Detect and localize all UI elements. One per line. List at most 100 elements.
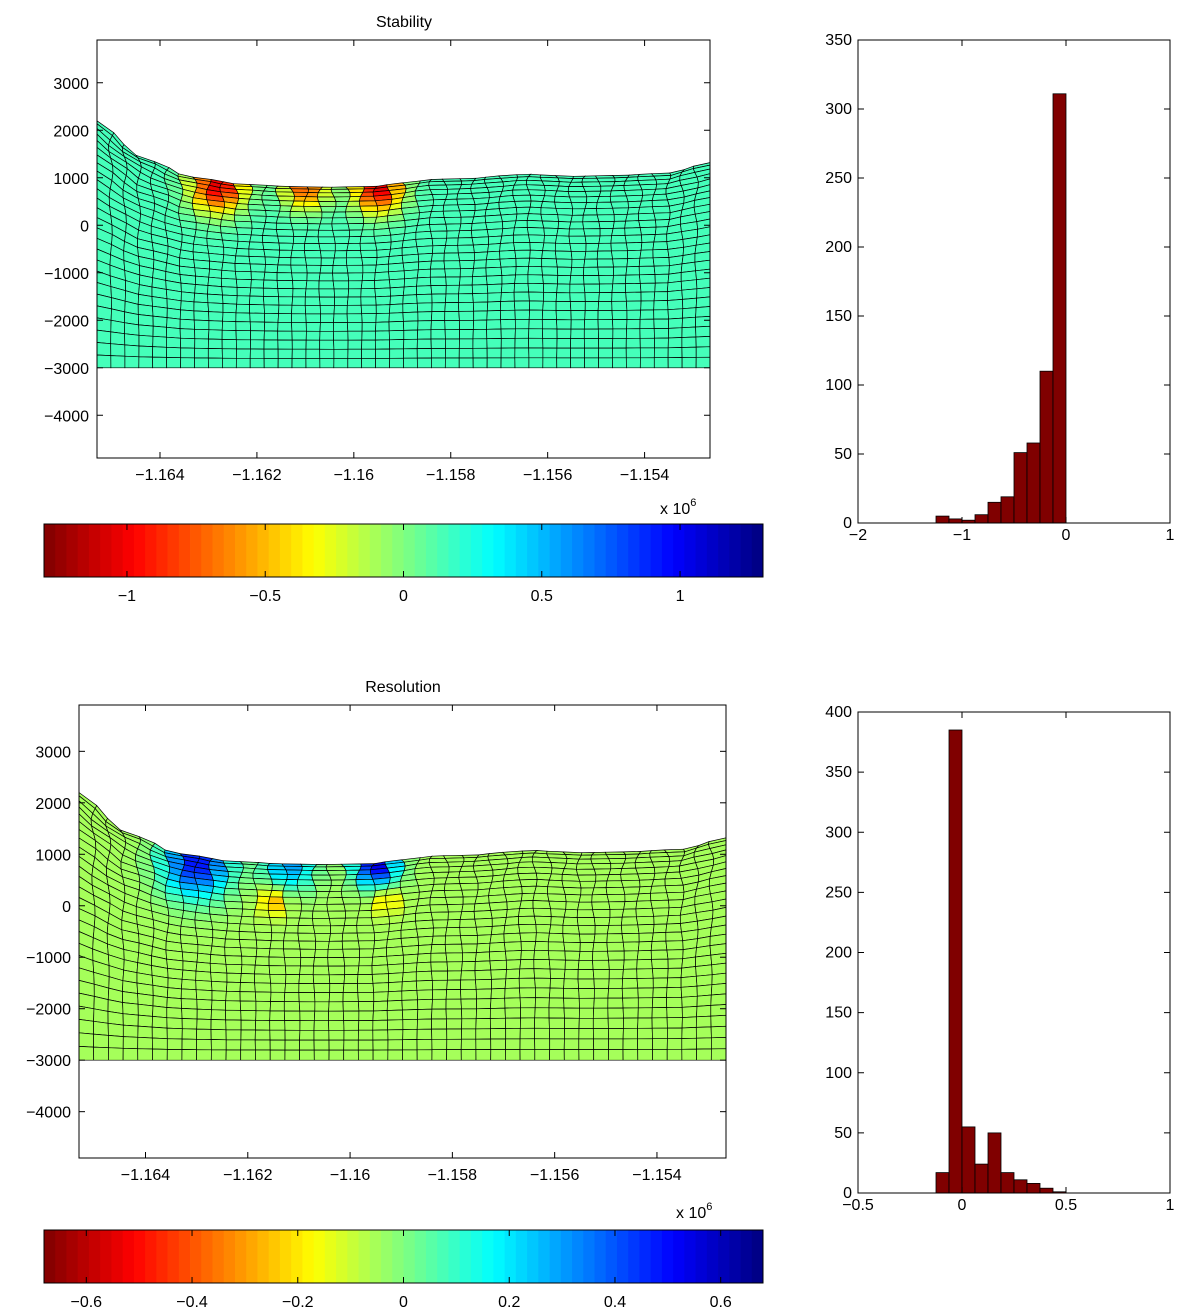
resolution-mesh-cell bbox=[620, 867, 639, 875]
resolution-mesh-cell bbox=[606, 933, 624, 943]
resolution-mesh-cell bbox=[386, 954, 405, 966]
stability-mesh-cell bbox=[291, 322, 307, 332]
stability-mesh-cell bbox=[583, 283, 600, 294]
stability-mesh-cell bbox=[582, 185, 602, 192]
resolution-mesh-cell bbox=[710, 1048, 727, 1061]
stability-mesh-cell bbox=[638, 219, 657, 228]
resolution-x-tick-label: −1.156 bbox=[530, 1167, 579, 1184]
stability-mesh-cell bbox=[277, 358, 293, 369]
stability-mesh-cell bbox=[193, 292, 209, 304]
stability-mesh-cell bbox=[471, 284, 489, 294]
stability-mesh-cell bbox=[179, 318, 195, 330]
resolution-mesh-cell bbox=[270, 982, 286, 993]
resolution-mesh-cell bbox=[359, 896, 375, 905]
stability-mesh-cell bbox=[249, 234, 264, 243]
stability-mesh-cell bbox=[625, 194, 644, 203]
resolution-mesh-cell bbox=[562, 924, 580, 935]
stability-mesh-cell bbox=[473, 259, 487, 269]
resolution-mesh-cell bbox=[490, 1049, 506, 1061]
stability-mesh-cell bbox=[526, 220, 545, 229]
resolution-colorbar-swatch bbox=[538, 1230, 550, 1283]
resolution-mesh-cell bbox=[623, 950, 639, 961]
resolution-mesh-cell bbox=[490, 988, 506, 999]
resolution-mesh-cell bbox=[592, 959, 610, 970]
stability-mesh-cell bbox=[278, 296, 294, 306]
stability-mesh-cell bbox=[639, 337, 655, 349]
resolution-mesh-cell bbox=[651, 932, 667, 942]
resolution-mesh-cell bbox=[576, 909, 595, 918]
stability-mesh-cell bbox=[403, 269, 419, 280]
stability-mesh-cell bbox=[248, 248, 266, 258]
stability-mesh-cell bbox=[333, 250, 348, 259]
resolution-mesh-cell bbox=[137, 1003, 154, 1017]
resolution-mesh-cell bbox=[266, 869, 288, 875]
resolution-colorbar-swatch bbox=[560, 1230, 573, 1283]
resolution-histogram-y-tick-label: 300 bbox=[825, 824, 852, 841]
resolution-mesh-cell bbox=[576, 863, 595, 870]
stability-mesh-cell bbox=[415, 230, 433, 240]
stability-mesh-cell bbox=[347, 339, 363, 350]
stability-mesh-cell bbox=[319, 348, 335, 359]
resolution-mesh-cell bbox=[547, 879, 564, 888]
resolution-mesh-cell bbox=[270, 932, 286, 942]
stability-axes-box bbox=[96, 39, 711, 459]
resolution-x-tick-label: −1.154 bbox=[632, 1167, 681, 1184]
resolution-mesh-cell bbox=[667, 967, 683, 979]
resolution-mesh-cell bbox=[343, 956, 360, 967]
stability-mesh-cell bbox=[526, 213, 543, 222]
stability-mesh-cell bbox=[429, 217, 447, 225]
resolution-mesh-cell bbox=[609, 908, 625, 918]
stability-histogram-bar bbox=[1000, 496, 1015, 524]
resolution-mesh-cell bbox=[445, 1008, 463, 1020]
stability-mesh-cell bbox=[499, 258, 517, 268]
stability-mesh-cell bbox=[249, 263, 266, 273]
stability-mesh-cell bbox=[388, 312, 404, 323]
stability-mesh-cell bbox=[540, 213, 560, 222]
resolution-mesh-cell bbox=[312, 910, 330, 919]
stability-mesh-cell bbox=[235, 227, 253, 236]
resolution-mesh-cell bbox=[651, 1017, 668, 1029]
resolution-colorbar-swatch bbox=[695, 1230, 708, 1283]
stability-mesh-cell bbox=[250, 227, 265, 236]
stability-mesh-cell bbox=[430, 285, 447, 295]
resolution-mesh-cell bbox=[211, 980, 228, 992]
resolution-mesh-cell bbox=[664, 877, 684, 887]
resolution-colorbar-swatch bbox=[336, 1230, 348, 1283]
resolution-mesh-cell bbox=[327, 957, 346, 967]
resolution-mesh-cell bbox=[256, 889, 273, 898]
stability-mesh-cell bbox=[374, 279, 391, 289]
resolution-mesh-cell bbox=[357, 1039, 374, 1051]
stability-mesh-cell bbox=[291, 304, 307, 315]
resolution-mesh-cell bbox=[195, 979, 213, 991]
resolution-mesh-cell bbox=[372, 923, 390, 934]
stability-mesh-cell bbox=[584, 201, 598, 210]
stability-mesh-cell bbox=[347, 358, 363, 369]
stability-mesh-cell bbox=[263, 348, 279, 359]
stability-colorbar-swatch bbox=[718, 524, 730, 577]
resolution-mesh-cell bbox=[564, 894, 582, 903]
resolution-colorbar-swatch bbox=[246, 1230, 258, 1283]
stability-mesh-cell bbox=[429, 268, 447, 278]
resolution-mesh-cell bbox=[475, 1028, 492, 1040]
resolution-mesh-cell bbox=[297, 917, 314, 927]
resolution-mesh-cell bbox=[210, 1039, 227, 1051]
resolution-mesh-cell bbox=[297, 890, 317, 899]
resolution-mesh-cell bbox=[329, 983, 345, 993]
stability-mesh-cell bbox=[637, 206, 655, 215]
resolution-mesh-cell bbox=[269, 890, 284, 898]
resolution-mesh-cell bbox=[269, 1020, 286, 1031]
resolution-mesh-cell bbox=[622, 1049, 639, 1061]
resolution-mesh-cell bbox=[561, 880, 582, 889]
resolution-mesh-cell bbox=[711, 962, 727, 976]
resolution-mesh-cell bbox=[122, 991, 139, 1005]
resolution-mesh-cell bbox=[592, 950, 609, 961]
resolution-mesh-cell bbox=[607, 1017, 624, 1029]
resolution-mesh-cell bbox=[372, 1029, 389, 1041]
stability-mesh-cell bbox=[540, 201, 557, 209]
resolution-mesh-cell bbox=[518, 856, 533, 863]
stability-mesh-cell bbox=[208, 311, 224, 322]
resolution-mesh-cell bbox=[431, 979, 448, 991]
resolution-mesh-cell bbox=[210, 1009, 227, 1021]
resolution-mesh-cell bbox=[505, 968, 521, 980]
